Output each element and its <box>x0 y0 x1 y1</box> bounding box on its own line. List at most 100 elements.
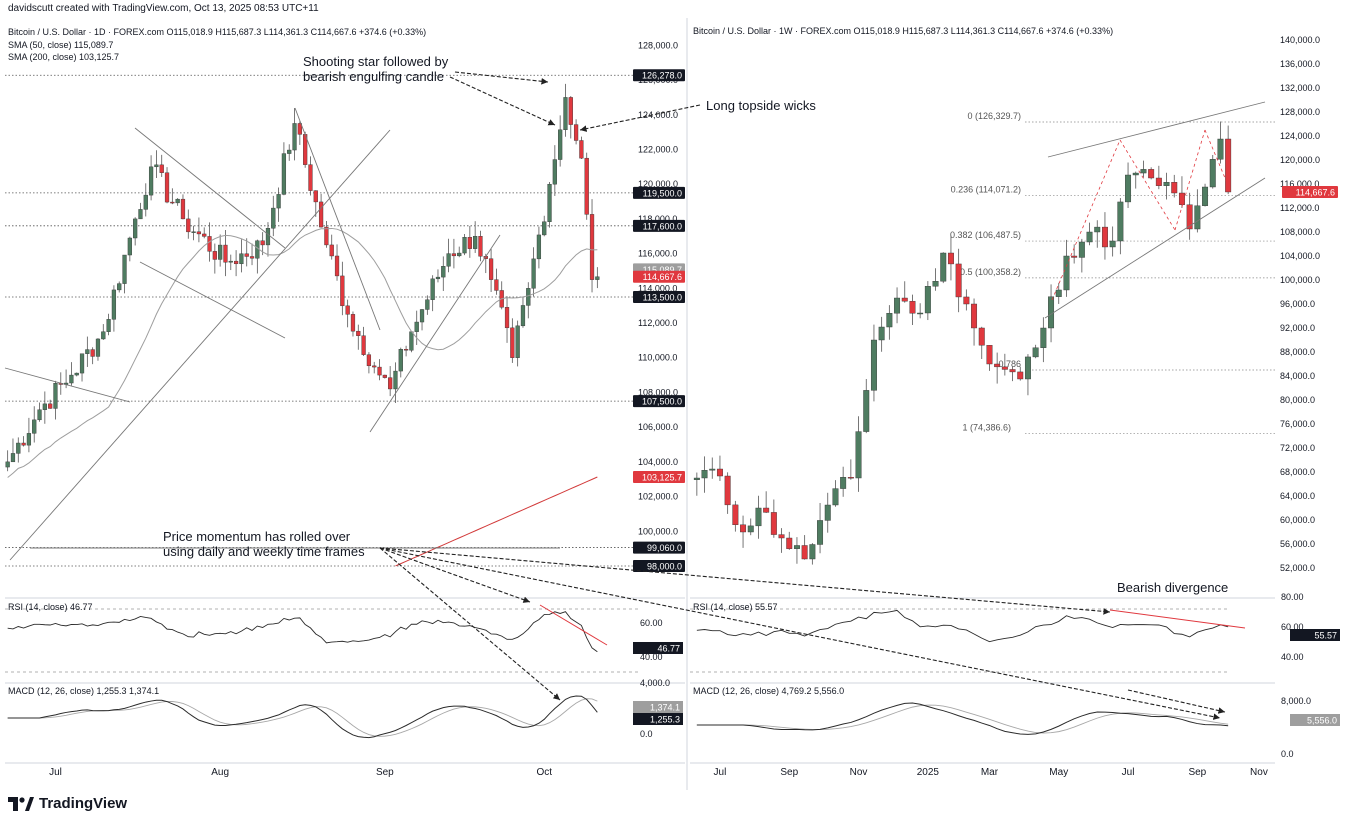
x-axis-label: Nov <box>850 767 868 778</box>
candle-body <box>1101 226 1108 248</box>
candle-body <box>536 234 542 260</box>
indicator-value-label-text: 46.77 <box>657 644 680 654</box>
candle-body <box>1017 371 1024 380</box>
price-axis-label <box>633 471 685 484</box>
candle-body <box>16 442 21 454</box>
candle-body <box>473 236 478 249</box>
candle-body <box>786 537 793 549</box>
price-axis-label <box>633 395 685 408</box>
candle-body <box>488 258 494 280</box>
y-tick-label: 60,000.0 <box>1280 515 1315 525</box>
candle-body <box>1148 169 1155 179</box>
tradingview-logo-icon <box>8 796 34 811</box>
candle-body <box>313 190 318 203</box>
sma-200-line <box>395 476 598 567</box>
tradingview-brand[interactable]: TradingView <box>8 795 127 812</box>
candle-body <box>568 97 573 125</box>
candle-body <box>403 349 409 351</box>
x-axis-label: May <box>1049 767 1068 778</box>
price-axis-label <box>633 290 685 303</box>
indicator-value-label <box>633 701 683 713</box>
candle-body <box>1225 138 1232 193</box>
y-tick-label: 114,000.0 <box>638 283 677 293</box>
y-tick-label: 102,000.0 <box>638 492 678 502</box>
candle-body <box>32 419 37 434</box>
candle-body <box>909 300 916 314</box>
annotation-arrow <box>379 547 561 701</box>
y-tick-label: 80,000.0 <box>1280 395 1315 405</box>
candle-body <box>1086 231 1093 243</box>
wave-line <box>1204 129 1231 191</box>
price-axis-label <box>633 219 685 232</box>
candle-body <box>393 370 398 390</box>
indicator-value-label <box>633 713 683 725</box>
price-axis-label <box>633 270 685 283</box>
trend-line <box>1047 101 1266 158</box>
y-tick-label: 92,000.0 <box>1280 323 1315 333</box>
candle-body <box>308 164 313 191</box>
left-rsi-legend: RSI (14, close) 46.77 <box>8 602 93 612</box>
trend-line <box>134 127 286 249</box>
candle-body <box>164 172 170 203</box>
candle-body <box>202 233 207 237</box>
macd-line <box>7 695 598 739</box>
candle-body <box>1140 169 1147 174</box>
candle-body <box>95 338 101 357</box>
candle-body <box>832 488 839 506</box>
trend-line <box>4 367 131 403</box>
y-tick-label: 88,000.0 <box>1280 347 1315 357</box>
candle-body <box>520 305 526 327</box>
candle-body <box>451 253 457 257</box>
sma-legend-label: SMA (200, close) 103,125.7 <box>8 52 119 62</box>
candle-body <box>716 468 723 477</box>
candle-body <box>85 349 90 354</box>
candle-body <box>175 198 180 204</box>
price-axis-label-text: 114,667.6 <box>643 272 682 282</box>
price-axis-label-text: 103,125.7 <box>642 473 682 483</box>
candle-body <box>1001 366 1008 370</box>
candle-body <box>552 159 557 185</box>
candle-body <box>281 153 287 195</box>
candle-body <box>260 240 265 246</box>
x-axis-label: Sep <box>780 767 798 778</box>
candle-body <box>1109 240 1116 248</box>
candle-body <box>37 409 42 421</box>
candle-body <box>287 149 292 154</box>
annotation-arrow <box>379 547 1221 720</box>
sma-50-line <box>7 227 598 478</box>
rsi-line <box>7 611 598 653</box>
left-ohlc-header: Bitcoin / U.S. Dollar · 1D · FOREX.com O… <box>8 27 426 37</box>
author-line: davidscutt created with TradingView.com,… <box>8 3 319 14</box>
y-tick-label: 100,000.0 <box>638 526 678 536</box>
right-rsi-legend: RSI (14, close) 55.57 <box>693 602 778 612</box>
y-tick-label: 132,000.0 <box>1280 83 1320 93</box>
candle-body <box>986 345 993 365</box>
annotation-arrow <box>379 547 1111 615</box>
candle-body <box>21 442 26 446</box>
indicator-value-label-text: 1,255.3 <box>650 715 680 725</box>
fib-level-label: 0.236 (114,071.2) <box>951 185 1021 195</box>
candle-body <box>793 545 800 549</box>
y-tick-label: 136,000.0 <box>1280 59 1320 69</box>
candle-body <box>409 331 414 351</box>
brand-name: TradingView <box>39 795 128 812</box>
y-tick-label: 140,000.0 <box>1280 35 1320 45</box>
trend-line <box>369 234 501 433</box>
y-tick-label: 128,000.0 <box>1280 107 1320 117</box>
y-tick-label: 120,000.0 <box>1280 155 1320 165</box>
candle-body <box>265 228 271 246</box>
y-tick-label: 118,000.0 <box>638 214 677 224</box>
candle-body <box>595 276 600 280</box>
y-tick-label: 120,000.0 <box>638 179 678 189</box>
x-axis-label: Jul <box>714 767 727 778</box>
price-axis-label <box>633 186 685 199</box>
candle-body <box>504 307 510 329</box>
candle-body <box>584 157 589 215</box>
candle-body <box>324 226 329 246</box>
chart-canvas[interactable]: 100,000.0 102,000.0 104,000.0 106,000.0 108,… <box>0 0 1350 790</box>
candle-body <box>111 289 117 320</box>
candle-body <box>318 201 324 228</box>
candle-body <box>870 339 877 391</box>
candle-body <box>457 252 462 257</box>
candle-body <box>763 507 770 513</box>
